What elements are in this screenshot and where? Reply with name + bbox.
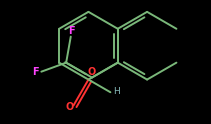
- Text: F: F: [68, 26, 74, 36]
- Text: O: O: [65, 102, 73, 112]
- Text: F: F: [32, 67, 39, 77]
- Text: H: H: [113, 87, 120, 96]
- Text: O: O: [88, 67, 96, 77]
